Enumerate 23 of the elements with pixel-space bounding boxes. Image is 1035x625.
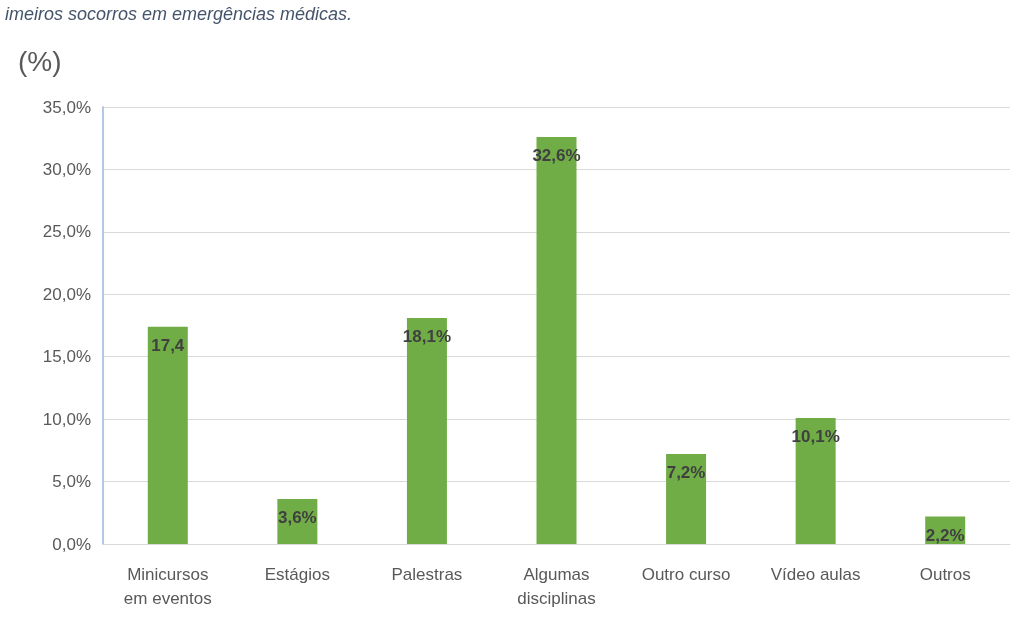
bar (147, 326, 188, 544)
y-tick-label: 25,0% (42, 222, 91, 242)
x-tick-label: Outro curso (641, 564, 731, 584)
y-tick-label: 10,0% (42, 409, 91, 429)
data-label: 3,6% (277, 508, 317, 528)
data-label: 2,2% (925, 525, 965, 545)
data-label: 17,4 (151, 335, 185, 355)
y-tick-label: 5,0% (52, 472, 91, 492)
x-tick-label: Outros (919, 564, 971, 584)
y-tick-label: 30,0% (42, 159, 91, 179)
y-tick-label: 15,0% (42, 347, 91, 367)
y-tick-label: 35,0% (42, 97, 91, 117)
data-label: 7,2% (666, 463, 706, 483)
x-tick-label: Palestras (391, 564, 463, 584)
y-axis-title: (%) (18, 45, 62, 77)
x-tick-label: Algumas disciplinas (517, 564, 596, 608)
x-tick-label: Vídeo aulas (770, 564, 861, 584)
chart-title: imeiros socorros em emergências médicas. (5, 4, 353, 24)
y-tick-label: 0,0% (52, 534, 91, 554)
x-tick-label: Estágios (264, 564, 330, 584)
x-tick-label: Minicursos em eventos (123, 564, 212, 608)
bar (666, 454, 707, 544)
y-tick-label: 20,0% (42, 284, 91, 304)
